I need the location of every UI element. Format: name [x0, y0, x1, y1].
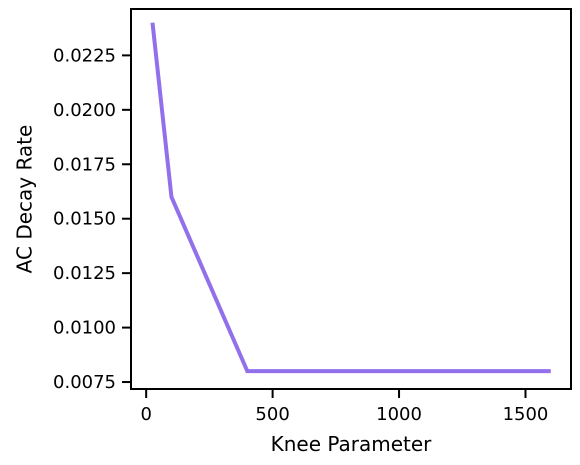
y-tick-label: 0.0075	[53, 372, 116, 393]
y-tick-label: 0.0200	[53, 100, 116, 121]
ticks-layer: 0 500 1000 1500 0.0075 0.0100 0.0125 0.0150 0.01…	[53, 45, 548, 425]
y-axis-label: AC Decay Rate	[13, 125, 37, 274]
y-tick-label: 0.0150	[53, 209, 116, 230]
series-layer	[150, 22, 551, 374]
x-tick-label: 500	[255, 404, 289, 425]
series-line-0	[150, 22, 551, 374]
y-tick-label: 0.0225	[53, 45, 116, 66]
y-tick-label: 0.0175	[53, 154, 116, 175]
x-tick-label: 0	[140, 404, 151, 425]
x-axis-label: Knee Parameter	[271, 432, 433, 456]
plot-frame	[130, 8, 572, 390]
x-tick-label: 1500	[503, 404, 549, 425]
y-tick-label: 0.0125	[53, 263, 116, 284]
y-tick-label: 0.0100	[53, 318, 116, 339]
x-tick-label: 1000	[376, 404, 422, 425]
